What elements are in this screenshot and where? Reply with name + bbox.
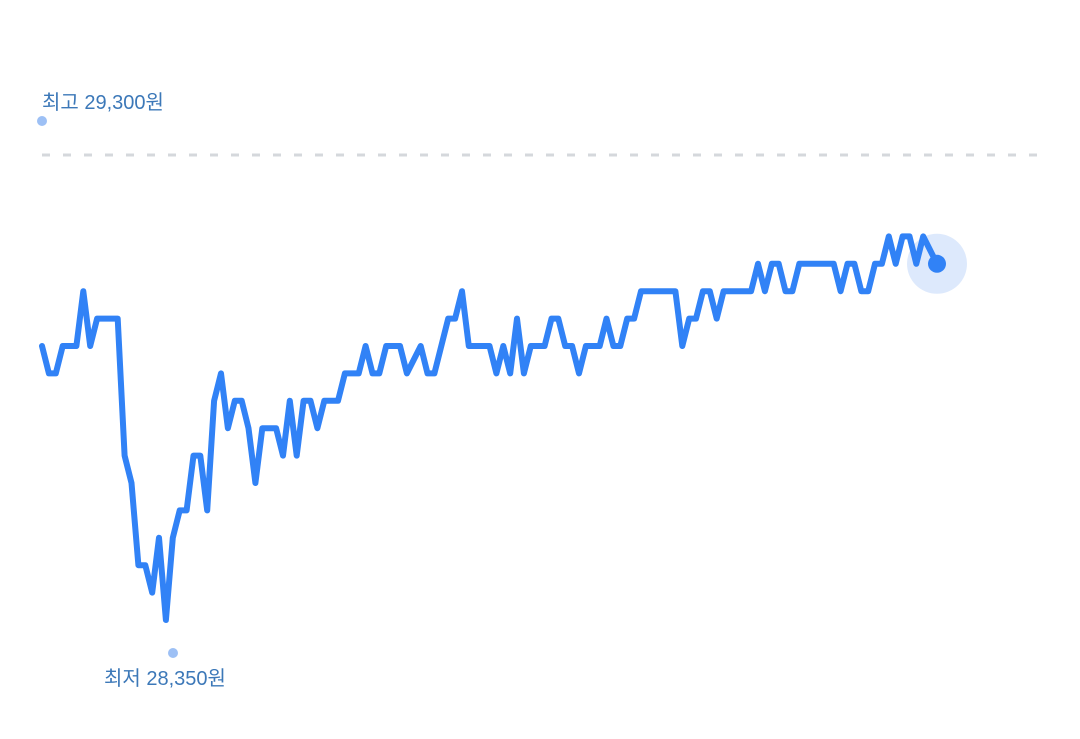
min-marker-dot — [168, 648, 178, 658]
max-marker-dot — [37, 116, 47, 126]
min-price-label: 최저 28,350원 — [104, 668, 226, 690]
series-group — [39, 233, 967, 623]
price-series-line — [39, 233, 940, 623]
current-point-dot — [928, 254, 946, 273]
max-price-label: 최고 29,300원 — [42, 92, 164, 114]
